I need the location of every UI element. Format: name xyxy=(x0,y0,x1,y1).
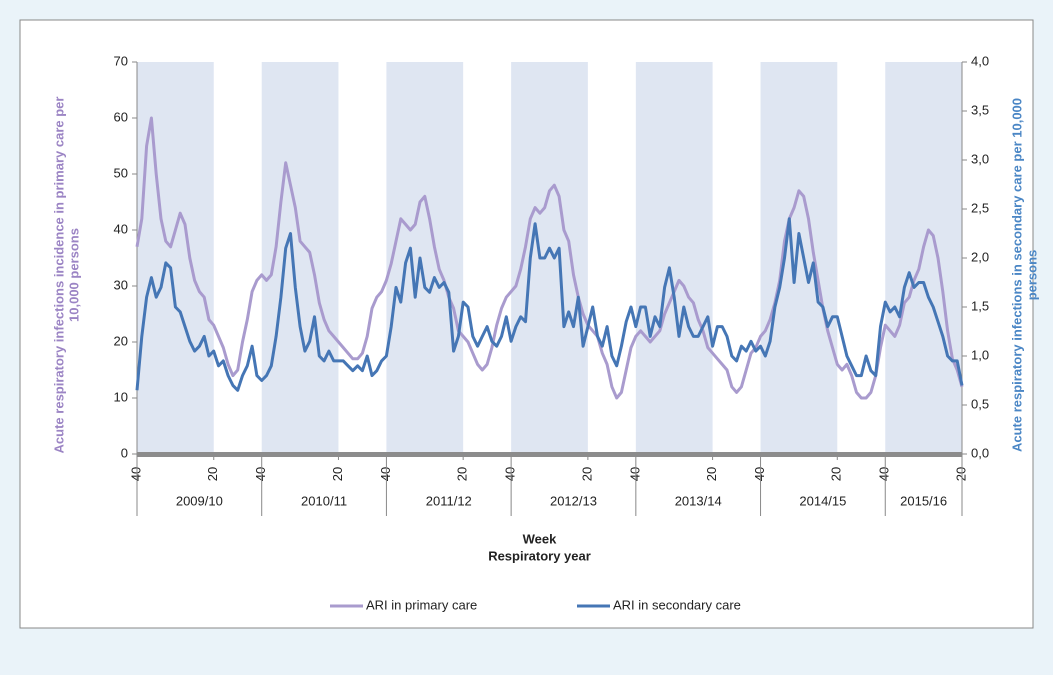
season-label: 2011/12 xyxy=(426,493,472,508)
y-tick-label: 60 xyxy=(114,109,128,124)
x-tick-label: 20 xyxy=(829,467,844,481)
y-tick-label: 10 xyxy=(114,389,128,404)
y-tick-label: 30 xyxy=(114,277,128,292)
y-tick-label: 0 xyxy=(121,445,128,460)
y-tick-label: 70 xyxy=(114,53,128,68)
y2-axis-title: Acute respiratory infections in secondar… xyxy=(1009,98,1024,452)
y-axis-title: 10,000 persons xyxy=(66,228,81,322)
y2-axis-title: persons xyxy=(1024,250,1039,301)
y-axis-title: Acute respiratory infections incidence i… xyxy=(51,97,66,454)
x-tick-label: 40 xyxy=(627,467,642,481)
y-tick-label: 50 xyxy=(114,165,128,180)
y2-tick-label: 0,0 xyxy=(971,445,989,460)
y2-tick-label: 2,5 xyxy=(971,200,989,215)
season-label: 2010/11 xyxy=(301,493,347,508)
x-tick-label: 20 xyxy=(579,467,594,481)
y2-tick-label: 3,0 xyxy=(971,151,989,166)
x-tick-label: 20 xyxy=(704,467,719,481)
season-band xyxy=(386,62,464,454)
y2-tick-label: 3,5 xyxy=(971,102,989,117)
legend-label: ARI in primary care xyxy=(366,597,477,612)
x-tick-label: 40 xyxy=(877,467,892,481)
y2-tick-label: 1,0 xyxy=(971,347,989,362)
season-label: 2013/14 xyxy=(675,493,722,508)
x-tick-label: 40 xyxy=(253,467,268,481)
y2-tick-label: 4,0 xyxy=(971,53,989,68)
season-band xyxy=(137,62,214,454)
season-label: 2014/15 xyxy=(799,493,846,508)
x-tick-label: 40 xyxy=(752,467,767,481)
x-axis-title: Respiratory year xyxy=(488,548,591,563)
series-line xyxy=(135,217,964,392)
x-axis xyxy=(137,452,962,457)
y-tick-label: 20 xyxy=(114,333,128,348)
season-band xyxy=(885,62,962,454)
x-axis-title: Week xyxy=(523,531,557,546)
x-tick-label: 20 xyxy=(330,467,345,481)
x-tick-label: 40 xyxy=(503,467,518,481)
season-label: 2012/13 xyxy=(550,493,597,508)
x-tick-label: 40 xyxy=(128,467,143,481)
season-band xyxy=(635,62,713,454)
season-label: 2015/16 xyxy=(900,493,947,508)
season-label: 2009/10 xyxy=(176,493,223,508)
x-tick-label: 20 xyxy=(953,467,968,481)
legend-label: ARI in secondary care xyxy=(613,597,741,612)
y2-tick-label: 2,0 xyxy=(971,249,989,264)
y2-tick-label: 1,5 xyxy=(971,298,989,313)
y2-tick-label: 0,5 xyxy=(971,396,989,411)
season-band xyxy=(760,62,838,454)
x-tick-label: 40 xyxy=(378,467,393,481)
x-tick-label: 20 xyxy=(455,467,470,481)
y-tick-label: 40 xyxy=(114,221,128,236)
x-tick-label: 20 xyxy=(205,467,220,481)
